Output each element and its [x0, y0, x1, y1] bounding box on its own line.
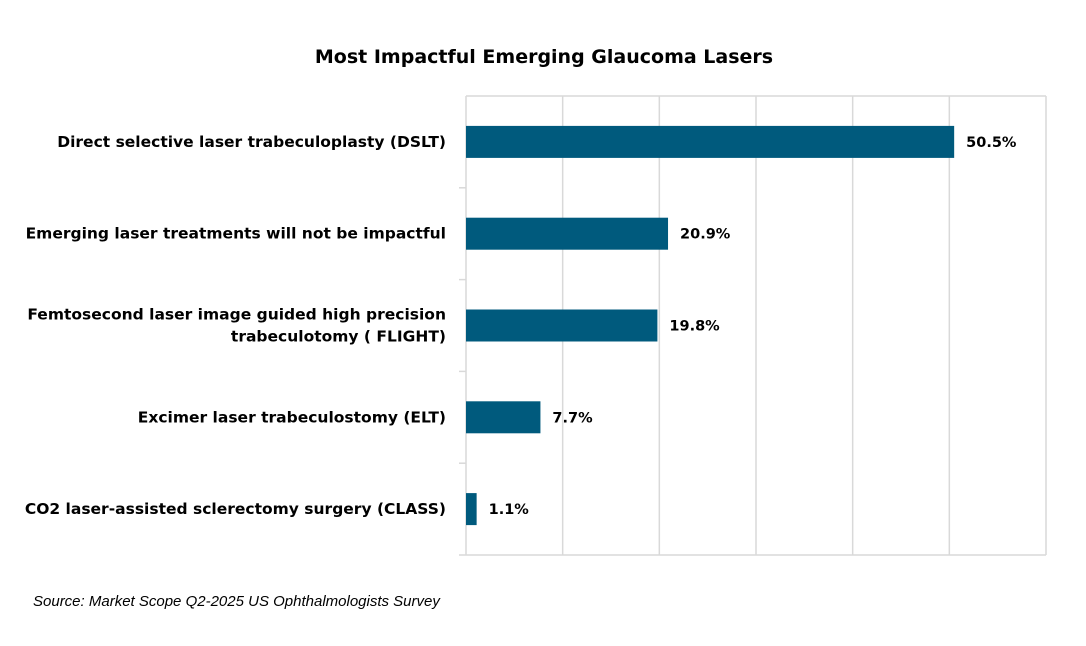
category-label: CO2 laser-assisted sclerectomy surgery (… — [25, 500, 446, 518]
bar — [466, 217, 669, 250]
data-label: 50.5% — [966, 135, 1017, 151]
category-label-line: Direct selective laser trabeculoplasty (… — [57, 133, 446, 151]
category-label-line: Femtosecond laser image guided high prec… — [27, 306, 446, 324]
category-label: Femtosecond laser image guided high prec… — [27, 306, 446, 346]
source-note: Source: Market Scope Q2-2025 US Ophthalm… — [33, 593, 441, 610]
bar — [466, 309, 658, 342]
category-label-line: CO2 laser-assisted sclerectomy surgery (… — [25, 500, 446, 518]
data-label: 1.1% — [489, 502, 530, 518]
chart-title: Most Impactful Emerging Glaucoma Lasers — [315, 46, 773, 68]
data-label: 19.8% — [669, 319, 720, 335]
category-label-line: Excimer laser trabeculostomy (ELT) — [138, 408, 446, 426]
category-label-line: Emerging laser treatments will not be im… — [26, 225, 446, 243]
data-label: 7.7% — [552, 410, 593, 426]
category-label: Emerging laser treatments will not be im… — [26, 225, 446, 243]
bar — [466, 493, 477, 526]
category-label: Direct selective laser trabeculoplasty (… — [57, 133, 446, 151]
bar — [466, 125, 955, 158]
category-label-line: trabeculotomy ( FLIGHT) — [231, 328, 446, 346]
category-label: Excimer laser trabeculostomy (ELT) — [138, 408, 446, 426]
data-label: 20.9% — [680, 227, 731, 243]
bar — [466, 401, 541, 434]
